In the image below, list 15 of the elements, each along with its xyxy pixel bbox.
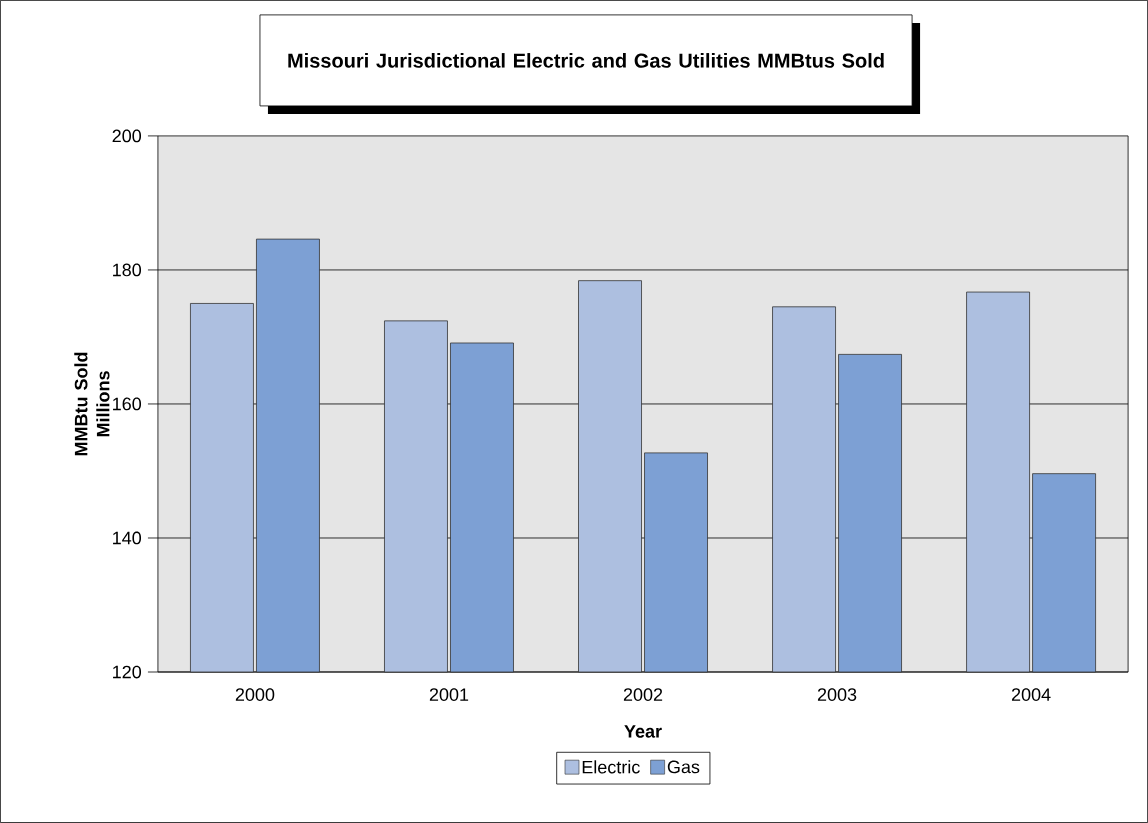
legend-label: Gas <box>667 760 700 774</box>
y-tick-label: 120 <box>113 665 142 679</box>
x-tick-label: 2004 <box>1011 688 1051 701</box>
chart-title: Missouri Jurisdictional Electric and Gas Utilities MMBtus Sold <box>288 53 884 68</box>
legend-label: Electric <box>582 760 640 774</box>
y-tick-label: 200 <box>112 129 142 143</box>
y-tick-label: 140 <box>113 531 142 545</box>
y-tick-label: 160 <box>113 397 142 411</box>
x-tick-label: 2001 <box>429 688 469 701</box>
x-axis-title: Year <box>624 725 662 738</box>
x-tick-label: 2002 <box>623 688 663 701</box>
y-axis-title: MMBtu Sold Millions <box>74 352 110 456</box>
x-tick-label: 2003 <box>817 688 857 701</box>
x-tick-label: 2000 <box>235 688 275 701</box>
y-tick-label: 180 <box>113 263 142 277</box>
